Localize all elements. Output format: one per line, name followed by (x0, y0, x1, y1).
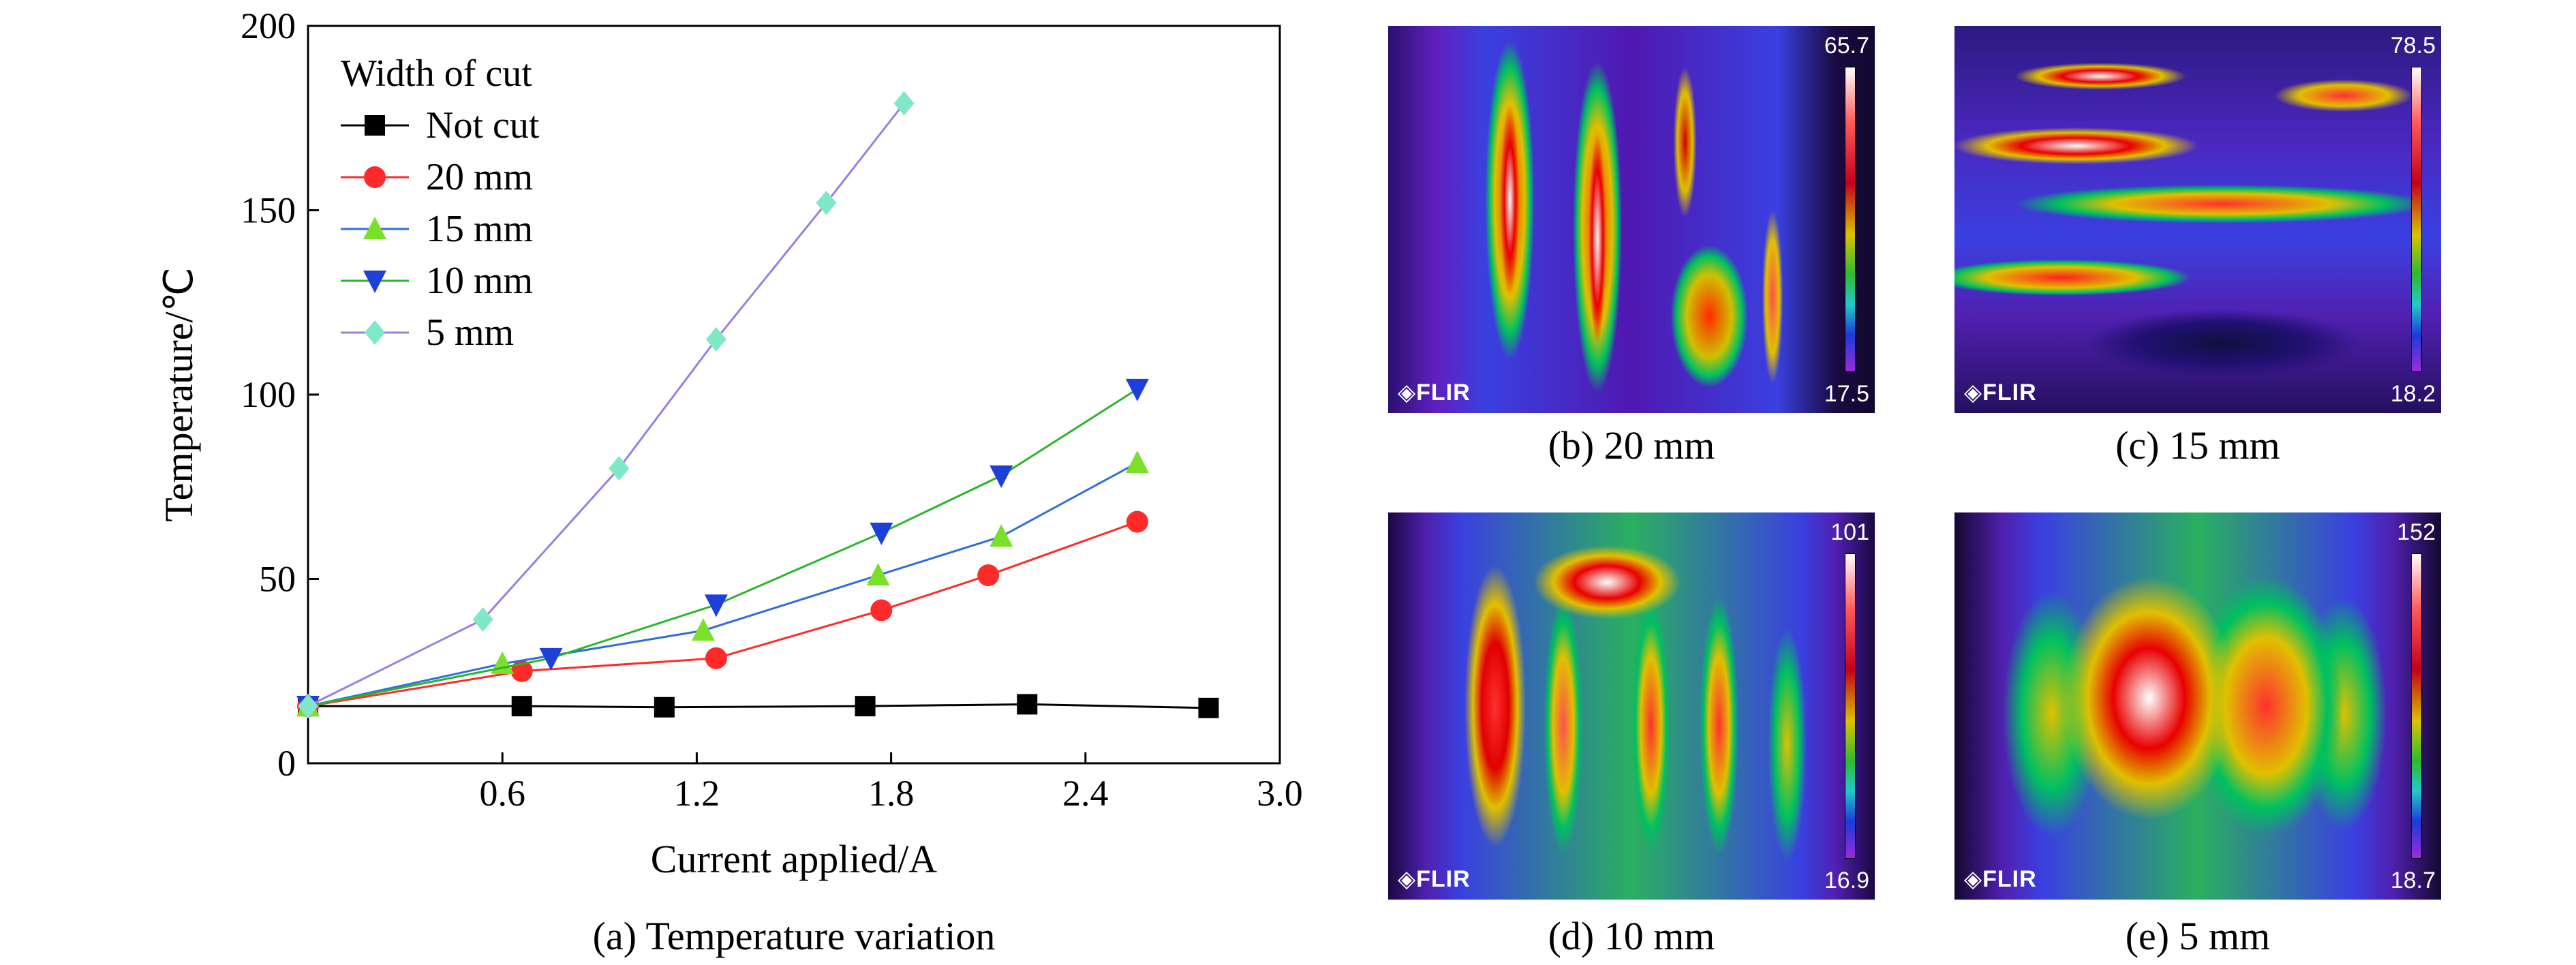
series-5-mm (298, 91, 915, 719)
legend-label: 15 mm (426, 208, 533, 250)
x-axis-label: Current applied/A (651, 837, 938, 881)
flir-logo: ◈FLIR (1398, 866, 1471, 892)
series-15-mm (296, 450, 1149, 717)
legend-label: 5 mm (426, 311, 514, 354)
caption-panel-a: (a) Temperature variation (592, 914, 996, 958)
data-point (1125, 378, 1149, 401)
data-point (365, 115, 385, 136)
thermal-image-15mm: 78.5 18.2 ◈FLIR (1954, 26, 2441, 413)
scale-min-value: 16.9 (1824, 868, 1869, 893)
data-point (1198, 697, 1219, 718)
thermal-image-20mm: 65.7 17.5 ◈FLIR (1388, 26, 1875, 413)
chart-axes: 0.6 1.2 1.8 2.4 3.0 0 50 100 150 200 Current appli… (157, 5, 1303, 881)
y-axis-label: Temperature/℃ (157, 267, 201, 521)
caption-panel-e: (e) 5 mm (2125, 914, 2271, 958)
chart-legend: Width of cut Not cut 20 mm 15 mm 10 mm 5 mm (341, 52, 540, 354)
data-point (365, 320, 385, 345)
scale-max-value: 101 (1830, 519, 1869, 545)
heat-map (1954, 26, 2441, 413)
temperature-scale-bar (1845, 553, 1856, 859)
legend-label: 10 mm (426, 260, 533, 302)
data-point (539, 647, 563, 671)
x-tick-label: 2.4 (1062, 773, 1109, 814)
scale-min-value: 17.5 (1824, 381, 1869, 407)
thermal-image-5mm: 152 18.7 ◈FLIR (1954, 512, 2441, 900)
y-tick-label: 200 (241, 5, 296, 46)
y-tick-label: 50 (259, 559, 296, 600)
caption-panel-c: (c) 15 mm (2115, 423, 2280, 468)
data-point (990, 465, 1013, 489)
temperature-scale-bar (2411, 67, 2422, 372)
temperature-scale-bar (2411, 553, 2422, 859)
x-tick-label: 3.0 (1257, 773, 1303, 814)
series-line (307, 102, 905, 707)
x-tick-label: 1.2 (674, 773, 720, 814)
data-point (1126, 510, 1148, 533)
series-not-cut (298, 694, 1219, 718)
data-point (511, 696, 532, 717)
series-line (308, 703, 1209, 709)
data-point (654, 696, 675, 718)
x-tick-label: 1.8 (868, 773, 915, 814)
caption-panel-d: (d) 10 mm (1548, 914, 1715, 958)
data-point (1125, 450, 1149, 474)
data-point (893, 91, 915, 116)
data-point (870, 522, 893, 545)
legend-title: Width of cut (341, 52, 532, 95)
scale-min-value: 18.2 (2390, 381, 2436, 407)
data-point (816, 190, 837, 215)
series-line (307, 521, 1138, 707)
data-point (609, 456, 630, 481)
scale-max-value: 65.7 (1824, 33, 1869, 59)
heat-map (1954, 512, 2441, 900)
scale-max-value: 78.5 (2390, 33, 2436, 59)
y-tick-label: 0 (277, 743, 296, 784)
data-point (990, 524, 1013, 547)
data-point (705, 326, 726, 352)
temperature-scale-bar (1845, 67, 1856, 372)
caption-panel-b: (b) 20 mm (1548, 423, 1715, 468)
thermal-image-10mm: 101 16.9 ◈FLIR (1388, 512, 1875, 900)
heat-map (1388, 26, 1875, 413)
data-point (363, 217, 386, 239)
flir-logo: ◈FLIR (1964, 380, 2037, 405)
x-tick-label: 0.6 (479, 773, 525, 814)
data-point (1017, 694, 1038, 715)
scale-min-value: 18.7 (2390, 868, 2436, 893)
scale-max-value: 152 (2397, 519, 2436, 545)
legend-label: 20 mm (426, 156, 533, 198)
data-point (977, 564, 1000, 587)
data-point (363, 271, 386, 293)
chart-series (296, 91, 1219, 719)
flir-logo: ◈FLIR (1398, 380, 1471, 405)
series-line (307, 461, 1138, 707)
legend-label: Not cut (426, 104, 540, 147)
heat-map (1388, 512, 1875, 900)
series-line (307, 388, 1138, 707)
data-point (691, 618, 715, 641)
data-point (298, 694, 318, 719)
series-10-mm (296, 378, 1149, 719)
data-point (472, 607, 493, 632)
y-tick-label: 100 (241, 374, 296, 415)
flir-logo: ◈FLIR (1964, 866, 2037, 892)
series-20-mm (297, 510, 1148, 718)
temperature-chart: 0.6 1.2 1.8 2.4 3.0 0 50 100 150 200 Current appli… (157, 5, 1303, 881)
data-point (870, 599, 893, 622)
data-point (364, 166, 386, 188)
data-point (855, 696, 876, 717)
y-tick-label: 150 (241, 190, 296, 231)
data-point (704, 594, 728, 617)
data-point (705, 647, 727, 669)
data-point (866, 563, 890, 586)
